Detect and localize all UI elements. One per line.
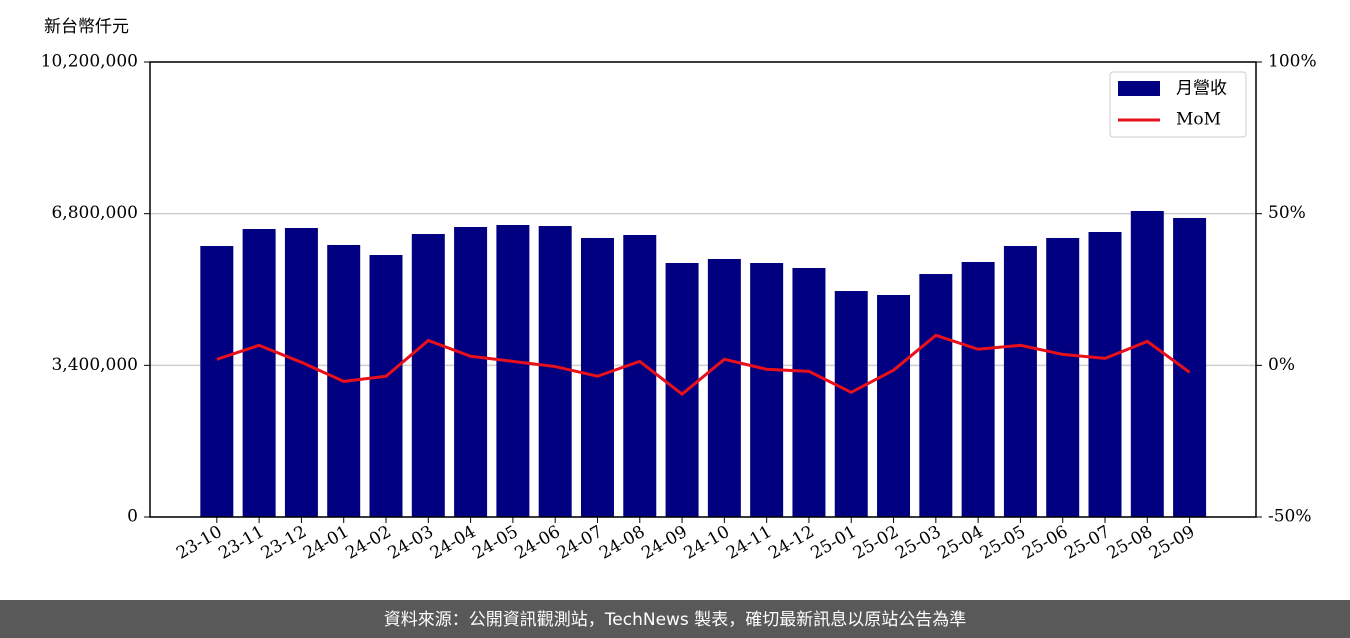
y-tick-label: 10,200,000 [41, 52, 138, 72]
x-tick-group: 25-01 [808, 522, 860, 564]
bar [1088, 232, 1122, 517]
bar [961, 261, 995, 517]
x-tick-label: 23-11 [215, 522, 267, 564]
bar [1003, 246, 1037, 517]
x-tick-group: 24-03 [385, 522, 437, 564]
bar [538, 226, 572, 517]
bar [877, 294, 911, 517]
x-tick-group: 25-08 [1104, 522, 1156, 564]
x-tick-group: 25-09 [1146, 522, 1198, 564]
x-tick-group: 25-07 [1061, 522, 1113, 564]
bar [242, 229, 276, 517]
bar [665, 263, 699, 517]
x-tick-label: 24-07 [554, 522, 606, 564]
x-tick-label: 25-09 [1146, 522, 1198, 564]
bar [1046, 237, 1080, 517]
bar [707, 258, 741, 517]
line [216, 333, 1191, 397]
x-tick-group: 24-05 [469, 522, 521, 564]
x-tick-group: 23-11 [215, 522, 267, 564]
x-tick-group: 24-02 [342, 522, 394, 564]
legend-label: MoM [1176, 110, 1221, 130]
x-tick-label: 24-10 [681, 522, 733, 564]
y-tick-label: 6,800,000 [51, 203, 138, 223]
x-tick-label: 24-12 [765, 522, 817, 564]
x-tick-label: 24-11 [723, 522, 775, 564]
bar [750, 263, 784, 517]
x-tick-group: 24-01 [300, 522, 352, 564]
x-tick-group: 24-12 [765, 522, 817, 564]
y2-tick-label: 0% [1268, 355, 1295, 375]
bar [369, 255, 403, 518]
bar [919, 274, 953, 517]
x-tick-label: 25-06 [1019, 522, 1071, 564]
x-tick-group: 24-10 [681, 522, 733, 564]
x-tick-group: 24-08 [596, 522, 648, 564]
x-tick-label: 24-03 [385, 522, 437, 564]
bar [454, 227, 488, 518]
x-tick-label: 25-01 [808, 522, 860, 564]
bar [623, 234, 657, 518]
bar [200, 246, 234, 517]
legend-label: 月營收 [1176, 79, 1227, 99]
bar [834, 291, 868, 517]
footer-band [0, 600, 1350, 638]
y-tick-label: 0 [127, 507, 138, 527]
bar [284, 227, 318, 517]
y-axis-label: 新台幣仟元 [44, 17, 129, 37]
x-tick-group: 25-06 [1019, 522, 1071, 564]
x-tick-group: 25-04 [934, 522, 986, 564]
x-tick-label: 24-04 [427, 522, 479, 564]
y2-tick-label: 100% [1268, 52, 1317, 72]
bar [1173, 217, 1207, 517]
x-tick-label: 24-05 [469, 522, 521, 564]
bar [496, 224, 530, 517]
x-tick-label: 25-05 [977, 522, 1029, 564]
plot-frame [149, 61, 1257, 518]
x-tick-group: 24-07 [554, 522, 606, 564]
x-tick-group: 23-12 [258, 522, 310, 564]
x-tick-label: 24-08 [596, 522, 648, 564]
x-tick-label: 24-02 [342, 522, 394, 564]
x-tick-label: 25-03 [892, 522, 944, 564]
x-tick-label: 23-10 [173, 522, 225, 564]
x-tick-label: 25-02 [850, 522, 902, 564]
x-tick-group: 24-09 [638, 522, 690, 564]
x-tick-group: 24-04 [427, 522, 479, 564]
y-tick-label: 3,400,000 [51, 355, 138, 375]
x-tick-label: 24-01 [300, 522, 352, 564]
bar [792, 267, 826, 517]
x-tick-group: 25-05 [977, 522, 1029, 564]
bar [411, 234, 445, 517]
x-tick-label: 25-04 [934, 522, 986, 564]
x-tick-group: 25-03 [892, 522, 944, 564]
x-tick-label: 25-08 [1104, 522, 1156, 564]
footer: 資料來源：公開資訊觀測站，TechNews 製表，確切最新訊息以原站公告為準 [384, 610, 966, 630]
y2-tick-label: -50% [1268, 507, 1312, 527]
y2-tick-label: 50% [1268, 203, 1306, 223]
x-tick-label: 23-12 [258, 522, 310, 564]
x-tick-group: 23-10 [173, 522, 225, 564]
x-tick-label: 25-07 [1061, 522, 1113, 564]
x-tick-group: 25-02 [850, 522, 902, 564]
x-tick-group: 24-06 [511, 522, 563, 564]
x-tick-label: 24-06 [511, 522, 563, 564]
x-tick-label: 24-09 [638, 522, 690, 564]
legend-swatch [1118, 81, 1160, 96]
bar [1130, 210, 1164, 518]
x-tick-group: 24-11 [723, 522, 775, 564]
